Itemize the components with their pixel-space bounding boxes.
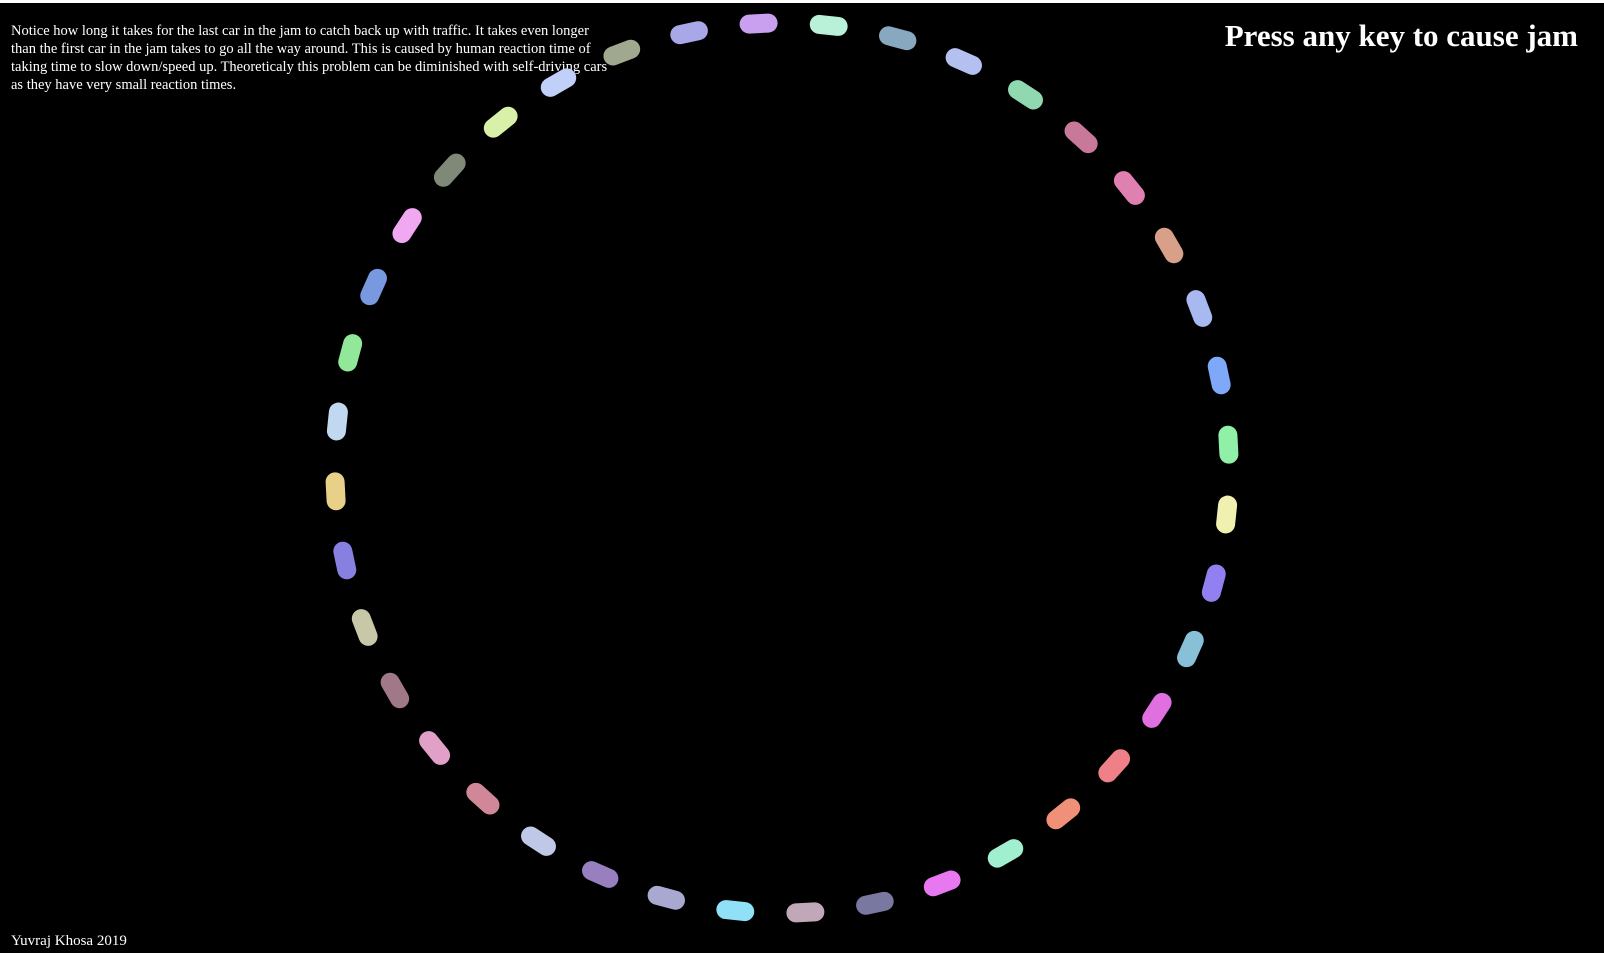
- car: [351, 609, 378, 646]
- car: [1064, 121, 1098, 154]
- car: [1098, 749, 1131, 783]
- car: [380, 672, 410, 709]
- car: [716, 900, 755, 922]
- car: [466, 782, 500, 815]
- car: [1216, 495, 1238, 534]
- car: [739, 13, 778, 34]
- car: [1218, 425, 1239, 464]
- car: [945, 48, 982, 75]
- simulation-canvas[interactable]: Notice how long it takes for the last ca…: [0, 3, 1604, 953]
- ring-road: [325, 13, 1239, 923]
- car: [326, 402, 348, 441]
- car: [433, 153, 466, 187]
- car: [582, 861, 619, 888]
- car: [1046, 798, 1081, 830]
- car: [856, 891, 894, 915]
- car: [879, 26, 917, 51]
- car: [786, 902, 825, 923]
- car: [987, 839, 1024, 868]
- car: [1142, 692, 1172, 728]
- car: [338, 334, 363, 372]
- car: [1008, 80, 1043, 110]
- car: [360, 268, 387, 306]
- car: [1201, 564, 1226, 602]
- car: [333, 541, 357, 580]
- author-credit: Yuvraj Khosa 2019: [11, 933, 127, 949]
- car: [540, 68, 577, 97]
- car: [419, 731, 451, 765]
- car: [923, 870, 961, 897]
- car: [392, 208, 422, 244]
- car: [1113, 171, 1145, 205]
- car: [1177, 630, 1204, 668]
- car: [1186, 290, 1213, 327]
- car: [1154, 227, 1184, 264]
- car: [809, 14, 848, 36]
- car: [670, 21, 708, 45]
- info-text: Notice how long it takes for the last ca…: [11, 23, 608, 93]
- cause-jam-prompt: Press any key to cause jam: [1224, 18, 1578, 53]
- car: [483, 106, 518, 138]
- car: [1207, 356, 1231, 395]
- car: [603, 39, 641, 66]
- car: [325, 472, 346, 511]
- car: [647, 885, 685, 910]
- car: [521, 826, 556, 856]
